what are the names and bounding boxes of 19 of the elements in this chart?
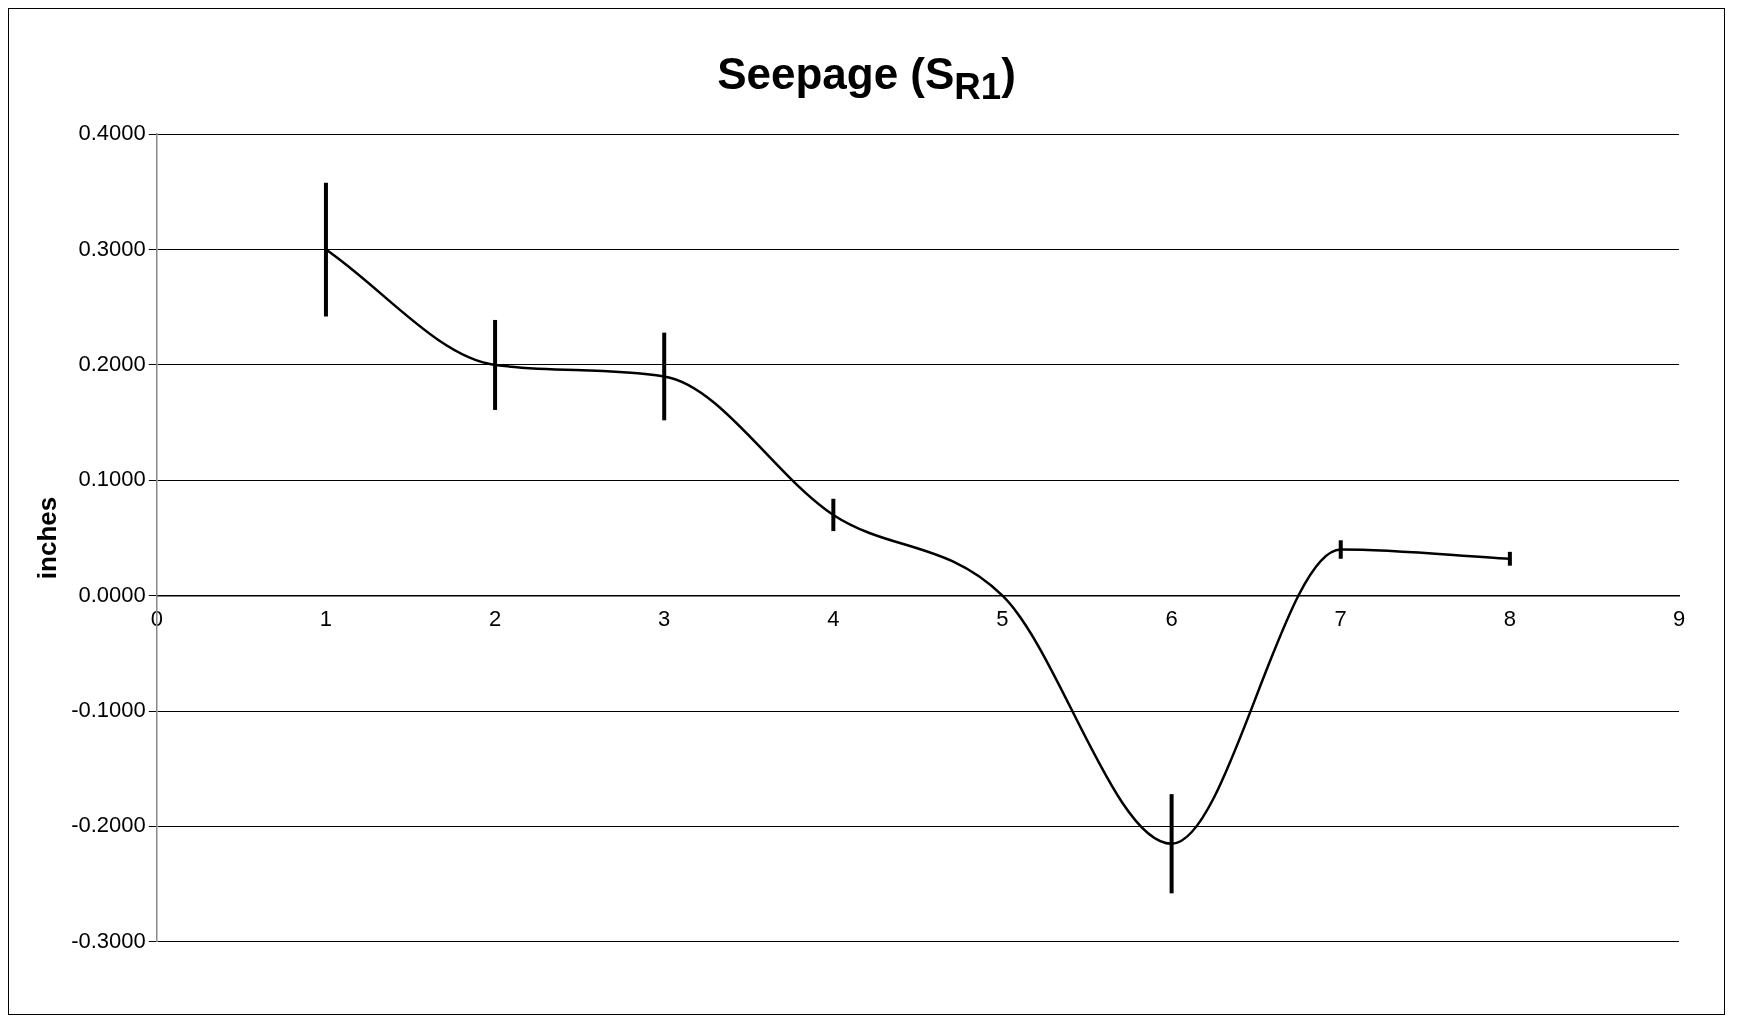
x-tick-label: 1: [319, 605, 333, 631]
x-tick-label: 2: [488, 605, 502, 631]
x-tick-label: 8: [1503, 605, 1516, 631]
x-tick-label: 5: [996, 605, 1009, 631]
y-tick-label: 0.2000: [78, 350, 146, 376]
y-tick-label: -0.2000: [71, 812, 146, 838]
x-tick-label: 6: [1165, 605, 1178, 631]
y-tick-label: 0.0000: [78, 581, 146, 607]
y-tick-label: 0.1000: [78, 466, 146, 492]
chart-title: Seepage (S$_{R1}$): [716, 49, 1017, 108]
x-tick-label: 7: [1334, 605, 1347, 631]
y-tick-label: -0.1000: [71, 696, 146, 722]
x-tick-label: 3: [658, 605, 671, 631]
x-tick-label: 4: [827, 605, 840, 631]
y-tick-label: 0.4000: [78, 120, 146, 146]
y-tick-label: 0.3000: [78, 235, 146, 261]
y-tick-label: -0.3000: [71, 927, 146, 953]
x-tick-label: 9: [1672, 605, 1686, 631]
y-axis-title: inches: [31, 496, 62, 579]
